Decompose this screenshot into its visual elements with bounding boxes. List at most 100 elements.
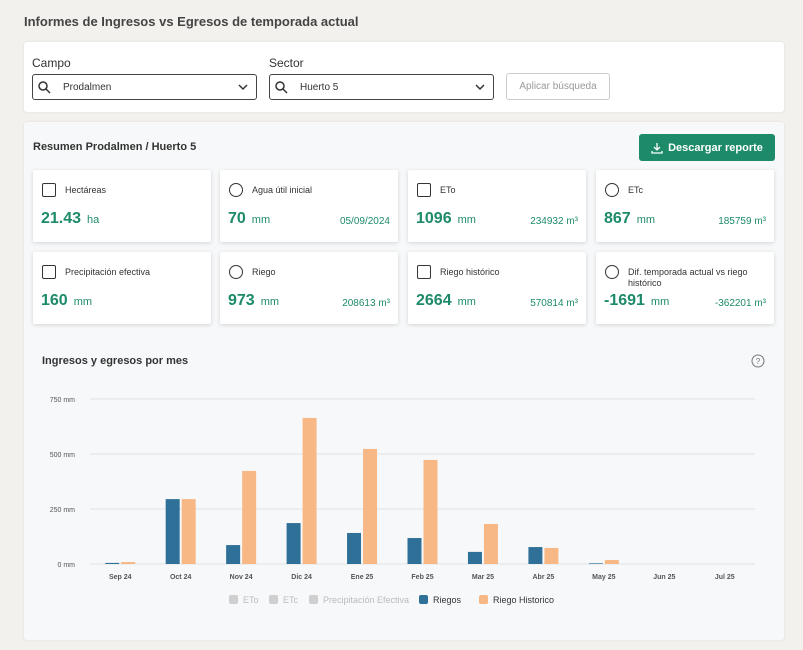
card-extra: 570814 m³: [530, 298, 578, 309]
apply-button-label: Aplicar búsqueda: [519, 81, 597, 92]
summary-card: Dif. temporada actual vs riego histórico…: [596, 252, 774, 324]
sector-value: Huerto 5: [300, 81, 339, 93]
legend-label: ETo: [243, 595, 259, 605]
card-icon: [42, 183, 56, 197]
card-unit: mm: [260, 296, 280, 308]
card-title: Riego: [252, 267, 276, 277]
bar: [286, 523, 301, 564]
legend-swatch: [229, 595, 238, 604]
chart-area: [33, 343, 775, 625]
filter-panel: Campo Prodalmen Sector Huerto 5 Aplicar …: [24, 42, 784, 112]
legend-label: ETc: [283, 595, 299, 605]
bar: [363, 448, 378, 564]
card-icon: [417, 183, 431, 197]
bar: [423, 459, 438, 564]
bar: [347, 532, 362, 564]
card-unit: mm: [457, 296, 476, 308]
legend-swatch: [309, 595, 318, 604]
card-unit: mm: [457, 214, 476, 226]
bar: [528, 547, 543, 564]
legend-label: Riegos: [433, 595, 462, 605]
summary-card: Agua útil inicial 70 mm 05/09/2024: [220, 170, 398, 242]
card-icon: [42, 265, 56, 279]
card-extra: 05/09/2024: [339, 216, 390, 227]
bar: [302, 417, 317, 564]
card-title: ETc: [628, 185, 644, 195]
x-tick-label: Jul 25: [715, 574, 735, 581]
x-tick-label: Sep 24: [109, 574, 132, 581]
bar: [588, 563, 603, 564]
bar: [544, 547, 559, 564]
card-unit: ha: [87, 214, 100, 226]
page-title: Informes de Ingresos vs Egresos de tempo…: [24, 14, 359, 29]
summary-title: Resumen Prodalmen / Huerto 5: [33, 141, 197, 153]
card-unit: mm: [636, 214, 656, 226]
summary-card: Hectáreas 21.43 ha: [33, 170, 211, 242]
card-value: 21.43 ha: [41, 210, 99, 228]
card-icon: [417, 265, 431, 279]
download-label: Descargar reporte: [668, 141, 763, 154]
legend-label: Precipitación Efectiva: [323, 595, 409, 605]
card-number: 2664: [416, 292, 452, 309]
bar: [226, 545, 241, 564]
card-icon: [605, 183, 619, 197]
bar: [604, 560, 619, 564]
help-icon[interactable]: [751, 354, 765, 368]
x-tick-label: Abr 25: [533, 574, 555, 581]
bar: [121, 562, 136, 564]
campo-value: Prodalmen: [63, 81, 112, 93]
card-extra: -362201 m³: [714, 298, 766, 309]
card-value: 70 mm: [228, 210, 270, 228]
select-icons: [38, 81, 485, 94]
x-tick-label: Feb 25: [411, 574, 433, 581]
legend-swatch: [479, 595, 488, 604]
download-button[interactable]: Descargar reporte: [639, 134, 775, 161]
x-tick-label: May 25: [592, 574, 615, 581]
x-tick-label: Jun 25: [653, 574, 675, 581]
bar: [407, 538, 422, 564]
campo-select[interactable]: Prodalmen: [32, 74, 257, 100]
legend-swatch: [269, 595, 278, 604]
y-tick-label: 500 mm: [50, 452, 75, 459]
legend-label: Riego Historico: [493, 595, 554, 605]
card-title: Hectáreas: [65, 185, 107, 195]
card-unit: mm: [251, 214, 271, 226]
legend-swatch: [419, 595, 428, 604]
bar: [181, 499, 196, 564]
card-icon: [605, 265, 619, 279]
card-icon: [229, 265, 243, 279]
bar: [105, 562, 120, 564]
card-value: 867 mm: [604, 210, 655, 228]
x-tick-label: Oct 24: [170, 574, 192, 581]
help-icon-mark: ?: [756, 357, 761, 366]
apply-button[interactable]: Aplicar búsqueda: [506, 73, 610, 100]
card-title: Precipitación efectiva: [65, 267, 151, 277]
card-number: 1096: [416, 210, 452, 227]
bar: [483, 523, 498, 564]
y-tick-label: 250 mm: [50, 507, 75, 514]
card-icon: [229, 183, 243, 197]
card-extra: 234932 m³: [530, 216, 578, 227]
card-number: 21.43: [41, 210, 82, 227]
sector-select[interactable]: Huerto 5: [269, 74, 494, 100]
card-title: ETo: [440, 185, 456, 195]
summary-card: Riego 973 mm 208613 m³: [220, 252, 398, 324]
chart-title: Ingresos y egresos por mes: [42, 355, 188, 367]
y-tick-label: 0 mm: [58, 562, 76, 569]
card-value: 2664 mm: [416, 292, 476, 310]
x-tick-label: Dic 24: [291, 574, 312, 581]
summary-card: ETc 867 mm 185759 m³: [596, 170, 774, 242]
x-tick-label: Mar 25: [472, 574, 494, 581]
card-number: 160: [41, 292, 68, 309]
card-number: 867: [604, 210, 631, 227]
x-tick-label: Ene 25: [351, 574, 374, 581]
x-tick-label: Nov 24: [230, 574, 253, 581]
card-unit: mm: [650, 296, 670, 308]
card-number: 70: [228, 210, 246, 227]
card-title: Agua útil inicial: [252, 185, 313, 195]
download-icon: [651, 142, 663, 154]
card-title: Riego histórico: [440, 267, 500, 277]
summary-card: Precipitación efectiva 160 mm: [33, 252, 211, 324]
